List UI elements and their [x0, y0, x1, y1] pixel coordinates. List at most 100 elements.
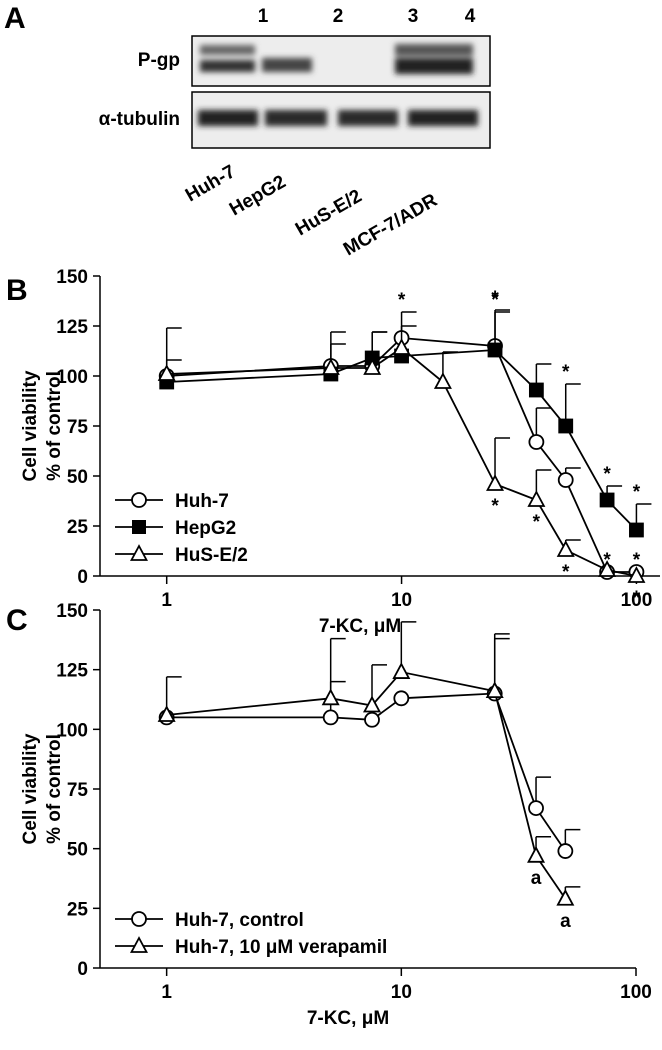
- lane-number: 3: [408, 6, 419, 27]
- row-label: P-gp: [138, 50, 180, 71]
- error-bar: [371, 664, 388, 706]
- legend-marker: [129, 936, 149, 953]
- series-line: [166, 671, 567, 900]
- annotation: *: [562, 362, 570, 383]
- y-tick-label: 125: [56, 317, 88, 338]
- marker: [527, 490, 546, 507]
- panel-label: C: [6, 604, 28, 637]
- panel-label: B: [6, 274, 28, 307]
- annotation: *: [562, 562, 570, 583]
- marker: [528, 434, 545, 450]
- marker: [486, 474, 505, 491]
- marker: [629, 522, 644, 538]
- x-tick-label: 1: [161, 590, 172, 611]
- x-tick-label: 100: [620, 982, 652, 1003]
- y-tick-label: 100: [56, 367, 88, 388]
- marker: [556, 888, 575, 906]
- y-tick-label: 25: [67, 517, 89, 538]
- y-tick-label: 75: [67, 780, 89, 801]
- marker: [557, 472, 574, 488]
- marker: [485, 681, 504, 699]
- x-axis-label: 7-KC, μM: [319, 616, 401, 637]
- legend-label: Huh-7: [175, 491, 229, 512]
- marker: [598, 560, 617, 577]
- legend-label: HepG2: [175, 518, 236, 539]
- annotation: *: [533, 512, 541, 533]
- panel-label: A: [4, 2, 26, 35]
- marker: [364, 711, 380, 728]
- y-axis-label: Cell viability: [20, 733, 41, 844]
- y-tick-label: 0: [77, 959, 88, 980]
- marker: [392, 662, 411, 679]
- series-line: [166, 346, 637, 577]
- marker: [433, 372, 452, 389]
- lane-number: 1: [258, 6, 269, 27]
- marker: [363, 358, 382, 375]
- row-label: α-tubulin: [99, 109, 180, 130]
- annotation: *: [491, 290, 499, 311]
- y-tick-label: 50: [67, 840, 88, 861]
- marker: [321, 688, 340, 706]
- annotation: a: [560, 911, 571, 932]
- lane-number: 4: [465, 6, 476, 27]
- annotation: *: [633, 588, 641, 609]
- marker: [487, 342, 503, 358]
- marker: [393, 690, 410, 707]
- annotation: *: [603, 550, 611, 571]
- blot-pgp: [191, 35, 491, 87]
- y-tick-label: 25: [67, 899, 89, 920]
- marker: [558, 418, 574, 434]
- y-tick-label: 50: [67, 467, 88, 488]
- y-tick-label: 150: [56, 267, 88, 288]
- marker: [528, 800, 544, 816]
- x-tick-label: 10: [391, 590, 412, 611]
- marker: [157, 705, 176, 722]
- error-bar: [400, 621, 417, 673]
- y-tick-label: 75: [67, 417, 89, 438]
- marker: [322, 709, 339, 726]
- marker: [321, 358, 340, 375]
- x-tick-label: 10: [391, 982, 412, 1003]
- marker: [157, 364, 176, 381]
- error-bar: [493, 637, 510, 692]
- legend-label: HuS-E/2: [175, 545, 248, 566]
- x-tick-label: 1: [161, 982, 172, 1003]
- legend-marker: [131, 911, 147, 927]
- lane-number: 2: [333, 6, 344, 27]
- marker: [363, 695, 382, 713]
- x-axis-label: 7-KC, μM: [307, 1008, 389, 1029]
- legend-marker: [131, 492, 147, 508]
- blot-tubulin: [191, 91, 491, 149]
- annotation: *: [603, 464, 611, 485]
- annotation: *: [491, 496, 499, 517]
- marker: [392, 338, 411, 355]
- marker: [599, 492, 615, 508]
- x-tick-label: 100: [621, 590, 653, 611]
- marker: [557, 843, 574, 859]
- marker: [627, 566, 646, 583]
- annotation: *: [398, 290, 406, 311]
- legend-marker: [129, 544, 149, 561]
- y-tick-label: 150: [56, 601, 88, 622]
- annotation: *: [633, 550, 641, 571]
- legend-marker: [132, 520, 146, 534]
- marker: [556, 540, 575, 557]
- legend-label: Huh-7, 10 μM verapamil: [175, 937, 387, 958]
- y-tick-label: 125: [56, 661, 88, 682]
- cell-line-label: HuS-E/2: [292, 186, 366, 241]
- y-tick-label: 0: [77, 567, 88, 588]
- marker: [528, 382, 544, 398]
- error-bar: [329, 637, 346, 699]
- annotation: *: [633, 482, 641, 503]
- y-axis-label: % of control: [44, 371, 65, 481]
- error-bar: [493, 633, 510, 694]
- annotation: *: [491, 288, 499, 309]
- y-axis-label: % of control: [44, 734, 65, 844]
- y-axis-label: Cell viability: [20, 370, 41, 481]
- marker: [527, 845, 546, 863]
- y-tick-label: 100: [56, 720, 88, 741]
- legend-label: Huh-7, control: [175, 910, 304, 931]
- error-bar: [494, 437, 511, 484]
